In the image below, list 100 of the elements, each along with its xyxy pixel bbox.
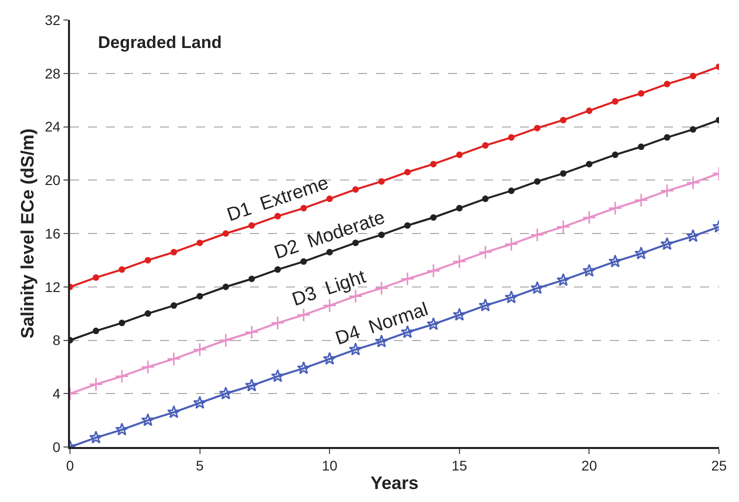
point <box>430 214 437 221</box>
point <box>274 266 281 273</box>
point <box>690 72 696 80</box>
point <box>118 320 126 326</box>
point <box>167 405 181 418</box>
point <box>582 210 596 225</box>
point <box>218 333 233 348</box>
point <box>482 142 489 149</box>
point <box>556 273 570 286</box>
point <box>478 298 492 312</box>
point <box>560 116 566 124</box>
point <box>456 152 463 158</box>
point <box>166 352 181 366</box>
point <box>244 378 258 392</box>
point <box>556 220 570 234</box>
point <box>296 308 311 322</box>
point <box>638 90 644 97</box>
point <box>114 369 129 384</box>
y-tick-label: 12 <box>44 278 61 295</box>
point <box>530 228 544 242</box>
point <box>452 308 466 321</box>
point <box>482 196 489 202</box>
point <box>478 245 492 260</box>
x-axis-title: Years <box>370 473 419 494</box>
point <box>608 254 622 268</box>
point <box>426 264 440 278</box>
point <box>222 230 230 237</box>
point <box>504 237 518 252</box>
point <box>508 134 515 141</box>
point <box>634 246 648 260</box>
point <box>430 160 437 168</box>
point <box>274 212 281 220</box>
point <box>300 258 307 265</box>
point <box>452 254 466 269</box>
y-axis-title: Salinity level ECe (dS/m) <box>18 128 38 339</box>
point <box>374 281 389 296</box>
point <box>612 98 618 105</box>
point <box>326 248 333 256</box>
point <box>248 222 255 229</box>
point <box>115 422 129 436</box>
y-tick-label: 16 <box>44 225 61 242</box>
point <box>612 152 618 158</box>
point <box>664 80 670 88</box>
point <box>404 222 411 229</box>
point <box>196 292 204 300</box>
point <box>144 256 152 264</box>
x-tick-label: 0 <box>66 458 74 474</box>
point <box>248 276 255 282</box>
y-tick-label: 20 <box>44 172 61 188</box>
point <box>686 176 700 190</box>
point <box>530 281 544 294</box>
text: Degraded Land <box>98 33 222 52</box>
point <box>88 377 104 392</box>
point <box>404 168 411 176</box>
x-tick-label: 20 <box>581 458 598 474</box>
y-tick-label: 8 <box>52 332 61 348</box>
x-tick-label: 15 <box>452 458 468 474</box>
point <box>270 369 284 382</box>
x-tick-label: 5 <box>196 458 204 474</box>
point <box>582 264 596 277</box>
point <box>638 144 644 150</box>
point <box>196 240 204 246</box>
point <box>400 272 415 286</box>
point <box>296 361 310 374</box>
point <box>586 160 592 168</box>
point <box>586 107 592 114</box>
y-tick-label: 24 <box>44 118 61 135</box>
y-tick-label: 0 <box>52 438 61 455</box>
point <box>244 325 259 340</box>
point <box>456 204 463 212</box>
point <box>660 184 674 198</box>
point <box>352 186 359 193</box>
point <box>634 193 648 208</box>
point <box>660 237 674 250</box>
point <box>140 360 155 374</box>
point <box>92 274 100 281</box>
point <box>504 290 518 304</box>
point <box>270 316 285 330</box>
point <box>219 386 232 400</box>
x-tick-label: 25 <box>711 458 727 474</box>
point <box>690 126 696 133</box>
point <box>144 310 152 317</box>
point <box>378 178 385 185</box>
point <box>322 298 337 313</box>
point <box>89 430 103 444</box>
point <box>608 201 622 216</box>
point <box>170 248 178 256</box>
point <box>92 328 100 334</box>
point <box>141 413 155 426</box>
point <box>664 134 670 141</box>
y-tick-label: 32 <box>44 12 61 28</box>
point <box>560 170 566 177</box>
point <box>193 396 207 409</box>
point <box>534 124 541 132</box>
point <box>222 284 230 290</box>
point <box>170 302 178 309</box>
point <box>686 229 700 242</box>
point <box>534 178 541 185</box>
y-tick-label: 4 <box>52 386 61 402</box>
y-tick-label: 28 <box>44 65 61 82</box>
